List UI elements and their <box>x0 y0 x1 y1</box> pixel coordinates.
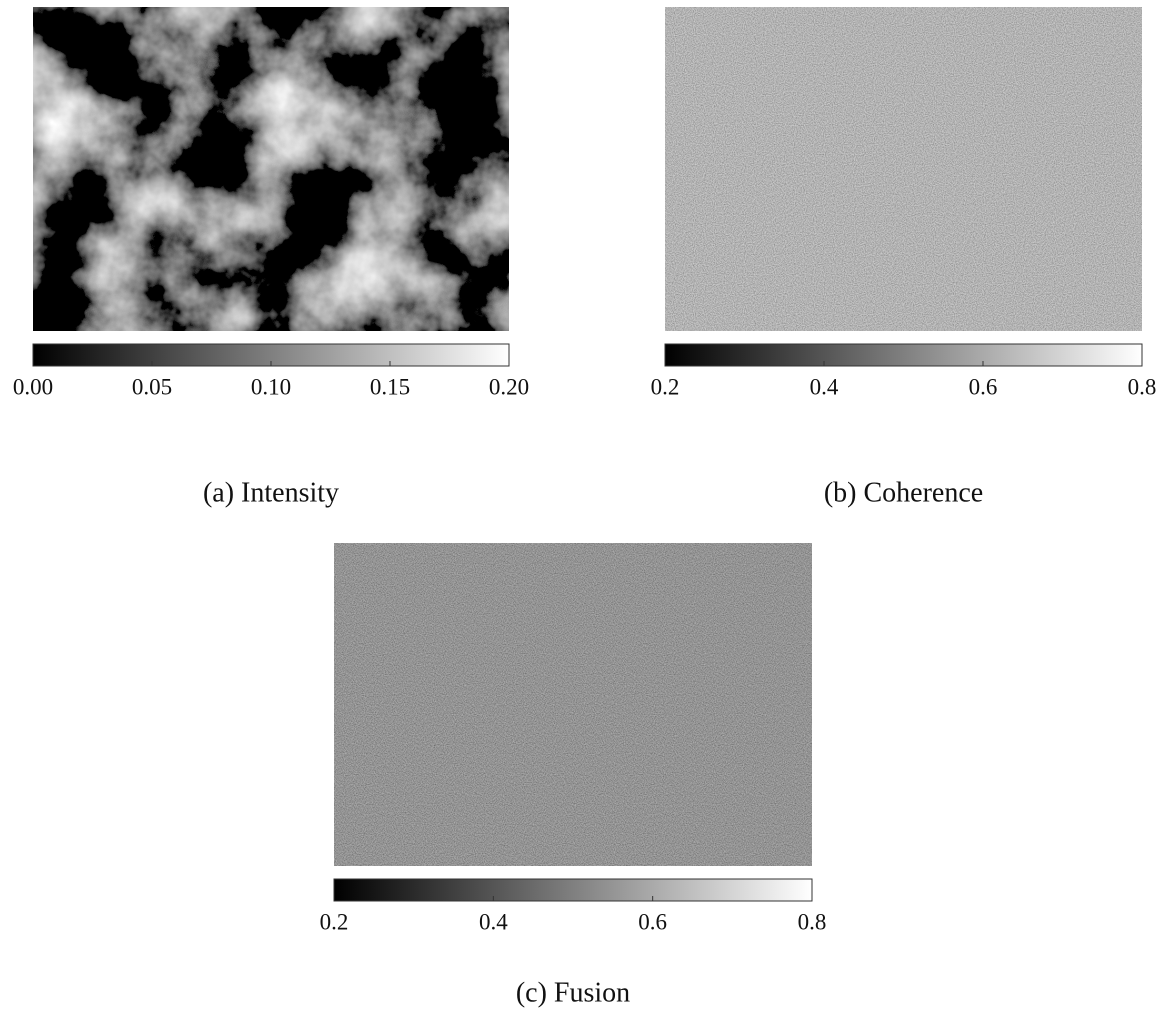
figure: 0.00 0.05 0.10 0.15 0.20 (a) Intensity 0.2 0.4 0… <box>0 0 1165 1012</box>
colorbar-tick-label: 0.15 <box>370 374 410 399</box>
panel-image <box>33 7 509 331</box>
colorbar-tick-label: 0.6 <box>638 909 667 934</box>
colorbar-tick-label: 0.2 <box>320 909 349 934</box>
colorbar-tick-label: 0.00 <box>13 374 53 399</box>
colorbar-tick-label: 0.8 <box>798 909 827 934</box>
caption: (a) Intensity <box>203 477 339 508</box>
colorbar <box>665 344 1142 366</box>
colorbar-tick-label: 0.6 <box>969 374 998 399</box>
colorbar-tick-label: 0.05 <box>132 374 172 399</box>
caption: (b) Coherence <box>824 477 983 508</box>
colorbar-tick-label: 0.4 <box>810 374 839 399</box>
colorbar <box>334 879 812 901</box>
panel-image <box>665 7 1142 331</box>
colorbar-tick-label: 0.8 <box>1128 374 1157 399</box>
colorbar-tick-label: 0.10 <box>251 374 291 399</box>
colorbar-tick-label: 0.2 <box>651 374 680 399</box>
caption: (c) Fusion <box>516 977 630 1008</box>
panel-image <box>334 543 812 866</box>
colorbar-tick-label: 0.20 <box>489 374 529 399</box>
colorbar-tick-label: 0.4 <box>479 909 508 934</box>
